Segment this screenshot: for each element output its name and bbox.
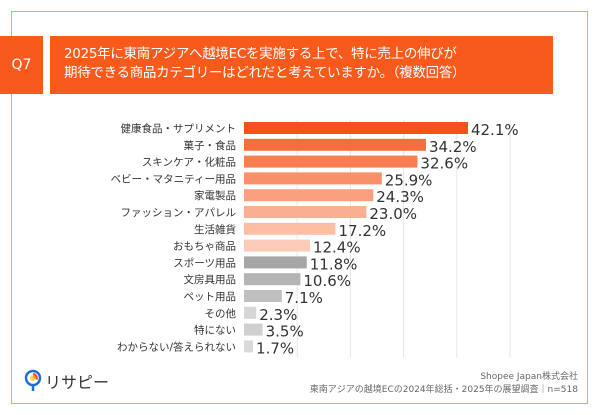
category-label: スポーツ用品: [173, 257, 236, 269]
footer: Shopee Japan株式会社 東南アジアの越境ECの2024年総括・2025…: [310, 371, 578, 397]
bar: [244, 306, 257, 319]
frame: [11, 11, 588, 404]
value-label: 34.2%: [429, 138, 477, 156]
value-label: 2.3%: [259, 306, 297, 324]
category-label: わからない/答えられない: [117, 340, 236, 353]
bar: [244, 340, 254, 353]
value-label: 7.1%: [285, 289, 323, 307]
footer-source: 東南アジアの越境ECの2024年総括・2025年の展望調査｜n=518: [309, 385, 578, 395]
footer-company: Shopee Japan株式会社: [480, 372, 578, 382]
value-label: 12.4%: [313, 239, 361, 257]
value-label: 23.0%: [369, 205, 417, 223]
category-label: ファッション・アパレル: [121, 207, 237, 219]
bar: [244, 155, 418, 168]
category-label: 特にない: [194, 325, 236, 337]
category-label: スキンケア・化粧品: [142, 156, 236, 169]
bar: [244, 222, 336, 235]
bar: [244, 239, 310, 252]
question-title: 2025年に東南アジアへ越境ECを実施する上で、特に売上の伸びが 期待できる商品…: [50, 36, 553, 94]
question-number: Q7: [0, 36, 43, 94]
value-label: 25.9%: [385, 171, 433, 189]
bar: [244, 256, 307, 269]
bar: [244, 189, 374, 202]
value-label: 1.7%: [256, 339, 294, 357]
value-label: 17.2%: [339, 222, 387, 240]
bar: [244, 138, 426, 151]
bar: [244, 206, 367, 218]
bar: [244, 323, 263, 336]
category-label: その他: [205, 307, 237, 320]
category-label: おもちゃ商品: [173, 240, 236, 253]
question-line: 期待できる商品カテゴリーはどれだと考えていますか。（複数回答）: [64, 65, 466, 81]
value-label: 10.6%: [303, 272, 351, 290]
bar: [244, 290, 282, 302]
category-label: 家電製品: [194, 189, 236, 202]
category-label: 文房具用品: [184, 273, 237, 286]
value-label: 3.5%: [266, 323, 304, 341]
category-label: 健康食品・サプリメント: [121, 122, 237, 135]
value-label: 11.8%: [310, 255, 358, 273]
value-label: 42.1%: [471, 121, 519, 139]
category-label: 菓子・食品: [184, 139, 237, 152]
pin-logo-icon: [24, 369, 42, 391]
category-label: 生活雑貨: [194, 223, 236, 236]
value-label: 32.6%: [420, 155, 468, 173]
category-label: ペット用品: [184, 291, 237, 303]
bar: [244, 273, 301, 286]
bar: [244, 122, 468, 134]
logo: リサピー: [24, 369, 109, 393]
logo-text: リサピー: [45, 373, 110, 392]
category-label: ベビー・マタニティー用品: [111, 173, 236, 185]
bar: [244, 172, 382, 185]
question-line: 2025年に東南アジアへ越境ECを実施する上で、特に売上の伸びが: [64, 46, 457, 62]
value-label: 24.3%: [376, 188, 424, 206]
